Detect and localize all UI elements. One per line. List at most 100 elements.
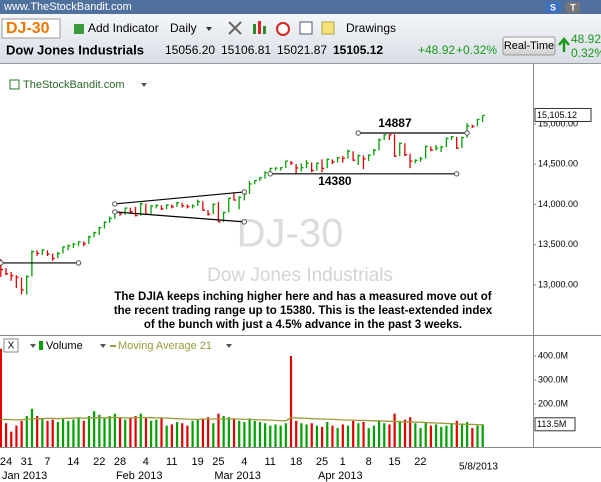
volume-bar xyxy=(315,425,319,447)
volume-bar xyxy=(326,422,329,447)
x-tick-label: 25 xyxy=(212,456,224,468)
volume-bar xyxy=(383,423,386,447)
x-tick-label: 15 xyxy=(388,456,400,468)
panel-arrow[interactable] xyxy=(30,344,36,348)
s-button-label[interactable]: S xyxy=(550,2,556,12)
volume-bar xyxy=(377,420,381,447)
s-button[interactable] xyxy=(546,2,560,13)
annotation: The DJIA keeps inching higher here and h… xyxy=(114,291,491,303)
source-icon xyxy=(9,79,20,90)
volume-bar xyxy=(269,425,272,447)
volume-bar xyxy=(222,416,225,447)
volume-bar xyxy=(124,419,127,447)
volume-bar xyxy=(403,419,407,447)
x-tick-label: 19 xyxy=(192,456,204,468)
realtime-button[interactable] xyxy=(502,36,556,56)
volume-bar xyxy=(372,425,376,447)
trendline xyxy=(114,191,245,205)
quote-high: 15106.81 xyxy=(221,43,271,57)
volume-bar xyxy=(155,419,158,447)
volume-bar xyxy=(72,419,75,447)
volume-bar xyxy=(98,414,101,447)
period-arrow[interactable] xyxy=(206,27,212,31)
volume-bar xyxy=(118,417,122,447)
volume-bar xyxy=(274,424,277,447)
volume-bar xyxy=(160,418,163,447)
level-label: 14887 xyxy=(378,116,412,130)
quote-last: 15105.12 xyxy=(333,43,383,57)
volume-bar xyxy=(82,420,85,447)
y-tick-label: 13,500.00 xyxy=(538,239,578,249)
alarm-icon[interactable] xyxy=(276,22,290,36)
volume-bar xyxy=(103,418,106,447)
x-tick-label: 11 xyxy=(264,456,275,468)
x-tick-label: 7 xyxy=(44,456,50,468)
tools-icon[interactable] xyxy=(228,21,242,35)
t-button[interactable] xyxy=(566,2,580,13)
chart-icon[interactable] xyxy=(263,26,266,34)
panel-arrow[interactable] xyxy=(100,344,106,348)
volume-bar xyxy=(238,420,241,447)
x-tick-label: 8 xyxy=(366,456,372,468)
drawings[interactable]: Drawings xyxy=(346,21,396,35)
volume-bar xyxy=(248,418,251,447)
volume-bar xyxy=(36,416,39,447)
volume-bar xyxy=(471,428,474,447)
symbol[interactable]: DJ-30 xyxy=(6,20,50,37)
volume-bar xyxy=(445,425,448,447)
symbol-box[interactable] xyxy=(1,18,61,39)
add-indicator[interactable]: Add Indicator xyxy=(88,21,159,35)
chart-icon[interactable] xyxy=(258,21,261,34)
grid-icon[interactable] xyxy=(299,21,313,35)
x-tick-label: 28 xyxy=(114,456,126,468)
t-button-label[interactable]: T xyxy=(570,2,576,12)
legend-swatch xyxy=(39,341,43,350)
period[interactable]: Daily xyxy=(170,21,197,35)
quote-open: 15056.20 xyxy=(165,43,215,57)
volume-bar xyxy=(419,428,422,447)
quote-low: 15021.87 xyxy=(277,43,327,57)
drawings-icon[interactable] xyxy=(321,21,335,35)
volume-bar xyxy=(455,420,458,447)
close-box[interactable] xyxy=(3,338,19,353)
add-icon[interactable] xyxy=(74,24,84,34)
chart-icon[interactable] xyxy=(253,24,256,34)
volume-bar xyxy=(352,420,355,447)
volume-bar xyxy=(295,420,298,447)
volume-bar xyxy=(207,417,210,447)
volume-bar xyxy=(67,420,70,447)
panel-arrow[interactable] xyxy=(226,344,232,348)
volume-bar xyxy=(134,416,137,447)
volume-bar xyxy=(243,422,246,447)
close-label[interactable]: X xyxy=(8,341,15,352)
volume-bar xyxy=(367,428,370,447)
overlay: 13,000.00 13,500.00 14,000.00 14,500.00 15,0… xyxy=(0,107,592,482)
realtime-label[interactable]: Real-Time xyxy=(504,40,554,52)
x-tick-label: 4 xyxy=(241,456,247,468)
volume-bar xyxy=(310,423,313,447)
watermark: DJ-30 xyxy=(237,212,344,256)
volume-bar xyxy=(46,420,49,447)
volume-bar xyxy=(466,422,469,447)
volume-bar xyxy=(87,416,91,447)
volume-bar xyxy=(25,416,28,447)
volume-bar xyxy=(440,426,443,447)
trendline-end xyxy=(241,219,247,225)
volume-bar xyxy=(51,419,54,447)
level-end xyxy=(267,171,273,177)
last-date: 5/8/2013 xyxy=(459,462,498,473)
x-tick-label: 4 xyxy=(143,456,149,468)
volume-bar xyxy=(398,420,401,447)
volume-bar xyxy=(476,425,479,447)
volume-bar xyxy=(341,424,344,447)
trendline xyxy=(114,211,245,223)
volume-bar xyxy=(305,424,308,447)
source-arrow[interactable] xyxy=(141,83,147,87)
source[interactable]: TheStockBandit.com xyxy=(23,79,125,91)
price-panel: DJ-30 Dow Jones Industrials 14887 14380 xyxy=(0,114,485,295)
volume-bar xyxy=(321,426,324,447)
side-change-pct: 0.32% xyxy=(571,46,601,60)
volume-bar xyxy=(212,423,215,447)
month-label: Mar 2013 xyxy=(214,470,260,482)
